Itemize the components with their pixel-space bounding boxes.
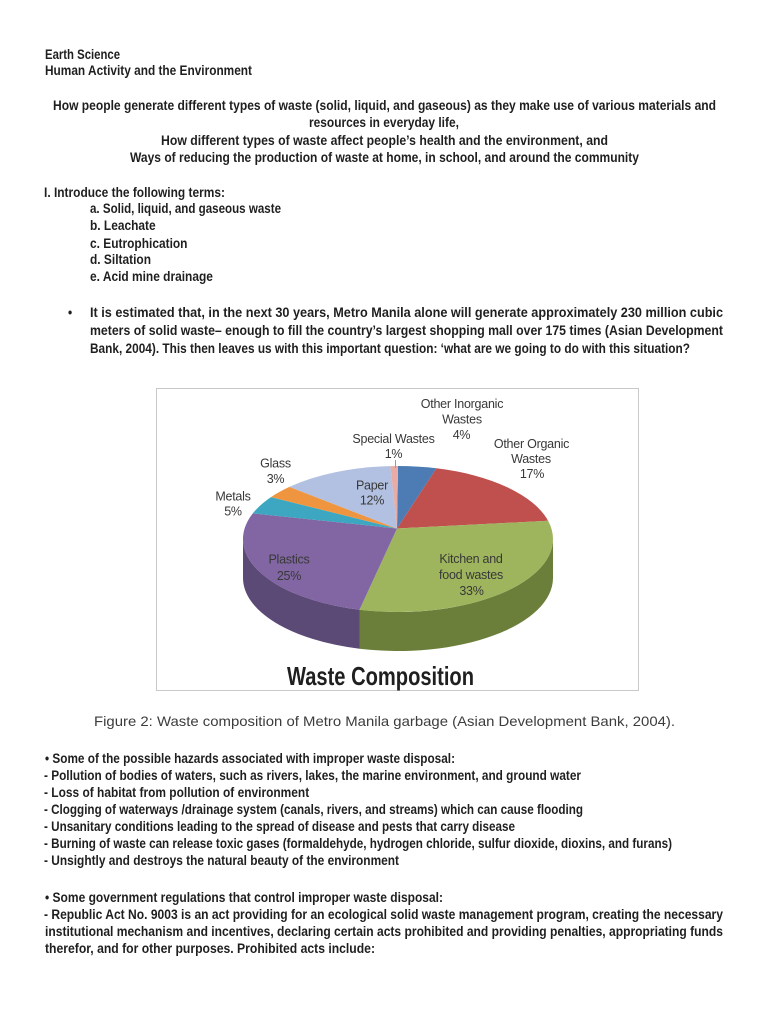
svg-text:1%: 1%	[385, 447, 403, 461]
svg-text:5%: 5%	[224, 505, 242, 519]
svg-text:25%: 25%	[277, 569, 301, 583]
svg-text:Wastes: Wastes	[442, 413, 482, 427]
svg-text:Special Wastes: Special Wastes	[352, 432, 434, 446]
svg-text:Kitchen and: Kitchen and	[439, 552, 503, 566]
svg-text:Plastics: Plastics	[268, 553, 309, 567]
svg-text:Other Organic: Other Organic	[494, 437, 569, 451]
svg-text:12%: 12%	[360, 494, 384, 508]
svg-text:4%: 4%	[453, 428, 471, 442]
svg-text:food wastes: food wastes	[439, 568, 503, 582]
svg-text:Other Inorganic: Other Inorganic	[421, 397, 503, 411]
svg-text:Paper: Paper	[356, 479, 388, 493]
svg-text:3%: 3%	[267, 472, 285, 486]
svg-text:Wastes: Wastes	[511, 452, 551, 466]
svg-text:17%: 17%	[520, 467, 544, 481]
svg-text:33%: 33%	[459, 584, 483, 598]
svg-text:Metals: Metals	[215, 490, 250, 504]
svg-text:Glass: Glass	[260, 457, 291, 471]
